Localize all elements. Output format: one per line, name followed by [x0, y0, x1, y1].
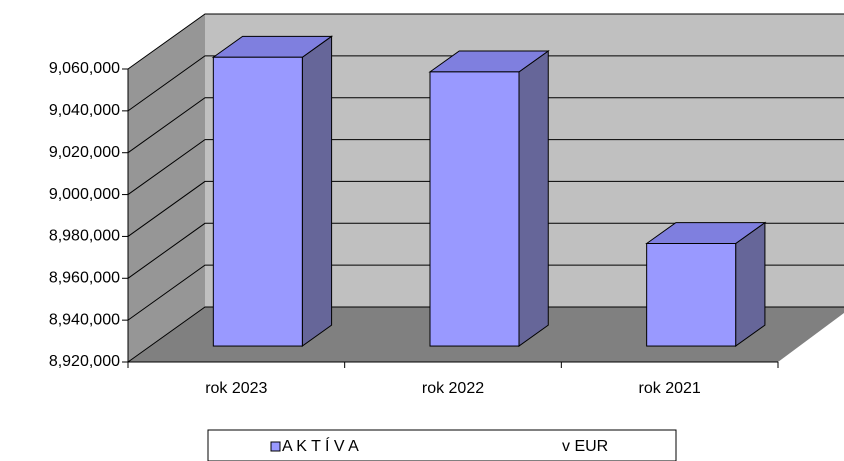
x-tick-label: rok 2023	[205, 380, 267, 397]
bar	[646, 243, 737, 347]
side-wall	[128, 14, 205, 362]
y-tick-label: 9,060,000	[49, 60, 120, 77]
legend-marker	[270, 441, 281, 452]
y-tick-label: 8,920,000	[49, 353, 120, 370]
y-tick-label: 8,960,000	[49, 270, 120, 287]
x-tick-label: rok 2021	[639, 380, 701, 397]
annotation: v EUR	[562, 438, 608, 455]
y-tick-label: 8,980,000	[49, 228, 120, 245]
grid-line	[127, 180, 844, 237]
legend-box	[207, 429, 677, 461]
bar	[212, 56, 303, 347]
y-tick-label: 9,020,000	[49, 144, 120, 161]
legend-label: A K T Í V A	[282, 436, 359, 455]
grid-line	[127, 222, 844, 279]
grid-line	[127, 97, 844, 154]
grid-line	[127, 264, 844, 321]
bar-side	[735, 221, 766, 348]
grid-line	[127, 306, 844, 363]
bar-side	[301, 35, 333, 348]
grid-line	[127, 139, 844, 195]
y-tick-label: 9,040,000	[49, 102, 120, 119]
x-tick-label: rok 2022	[422, 380, 484, 397]
grid-line	[127, 13, 844, 70]
bar-side	[518, 50, 549, 348]
grid-line	[127, 55, 844, 112]
y-tick-label: 8,940,000	[49, 311, 120, 328]
bar	[429, 71, 520, 347]
y-tick-label: 9,000,000	[49, 186, 120, 203]
